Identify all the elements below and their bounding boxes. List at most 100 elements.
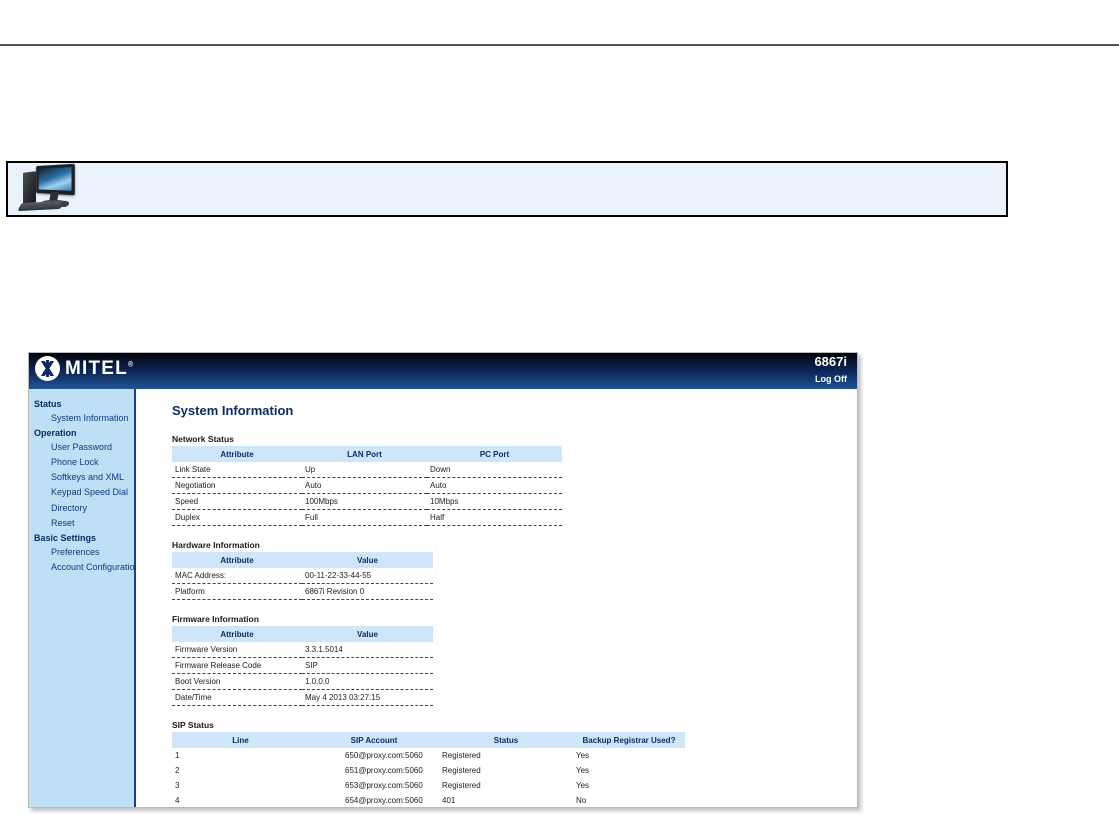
column-header-value: Value <box>302 552 433 568</box>
table-row: Duplex Full Half <box>172 509 562 526</box>
cell-line: 1 <box>175 751 180 760</box>
sidebar-item-directory[interactable]: Directory <box>51 502 88 513</box>
table-row: 2 651@proxy.com:5060 Registered Yes <box>172 763 685 778</box>
firmware-information-table: Attribute Value Firmware Version 3.3.1.5… <box>172 626 433 706</box>
table-row: Link State Up Down <box>172 462 562 478</box>
cell-attribute: Firmware Version <box>172 642 302 658</box>
model-label: 6867i <box>814 354 847 369</box>
table-row: Firmware Release Code SIP <box>172 657 433 674</box>
page-title: System Information <box>172 403 294 418</box>
cell-attribute: Date/Time <box>172 689 302 706</box>
cell-backup-registrar: Yes <box>576 766 590 775</box>
table-header-row: Attribute Value <box>172 626 433 642</box>
column-header-value: Value <box>302 626 433 642</box>
cell-backup-registrar: No <box>576 796 587 805</box>
cell-pc: Auto <box>427 477 562 494</box>
cell-attribute: Duplex <box>172 509 302 526</box>
table-header-row: Line SIP Account Status Backup Registrar… <box>172 732 685 748</box>
cell-value: 00-11-22-33-44-55 <box>302 568 433 584</box>
column-header-backup-registrar: Backup Registrar Used? <box>573 732 685 748</box>
table-row: Date/Time May 4 2013 03:27:15 <box>172 689 433 706</box>
section-title-network-status: Network Status <box>172 434 234 444</box>
cell-value: SIP <box>302 657 433 674</box>
cell-pc: Down <box>427 462 562 478</box>
sidebar-item-phone-lock[interactable]: Phone Lock <box>51 457 99 468</box>
sidebar-item-preferences[interactable]: Preferences <box>51 546 100 557</box>
mitel-logo: MITEL® <box>35 356 134 381</box>
sidebar-item-keypad-speed-dial[interactable]: Keypad Speed Dial <box>51 487 129 498</box>
section-title-hardware-information: Hardware Information <box>172 540 260 550</box>
sip-status-table: Line SIP Account Status Backup Registrar… <box>172 732 685 808</box>
table-row: 1 650@proxy.com:5060 Registered Yes <box>172 748 685 763</box>
column-header-lan-port: LAN Port <box>302 446 427 462</box>
column-header-attribute: Attribute <box>172 552 302 568</box>
column-header-attribute: Attribute <box>172 626 302 642</box>
cell-sip-account: 650@proxy.com:5060 <box>345 751 423 760</box>
table-row: Platform 6867i Revision 0 <box>172 583 433 600</box>
cell-pc: 10Mbps <box>427 493 562 510</box>
table-header-row: Attribute LAN Port PC Port <box>172 446 562 462</box>
table-row: Speed 100Mbps 10Mbps <box>172 493 562 510</box>
cell-lan: Auto <box>302 477 427 494</box>
cell-attribute: Link State <box>172 462 302 478</box>
brand-name: MITEL <box>65 357 128 379</box>
table-row: Boot Version 1.0.0.0 <box>172 673 433 690</box>
cell-status: Registered <box>442 766 481 775</box>
sidebar-item-softkeys-and-xml[interactable]: Softkeys and XML <box>51 472 125 483</box>
cell-sip-account: 651@proxy.com:5060 <box>345 766 423 775</box>
phone-web-ui-panel: MITEL® 6867i Log Off Status System Infor… <box>28 352 858 808</box>
cell-attribute: Firmware Release Code <box>172 657 302 674</box>
cell-sip-account: 653@proxy.com:5060 <box>345 781 423 790</box>
cell-lan: 100Mbps <box>302 493 427 510</box>
ui-body: Status System Information Operation User… <box>29 389 857 807</box>
network-status-table: Attribute LAN Port PC Port Link State Up… <box>172 446 562 526</box>
sidebar-item-user-password[interactable]: User Password <box>51 442 113 453</box>
cell-pc: Half <box>427 509 562 526</box>
cell-value: 6867i Revision 0 <box>302 583 433 600</box>
section-title-sip-status: SIP Status <box>172 720 214 730</box>
cell-line: 3 <box>175 781 180 790</box>
nav-group-basic-settings: Basic Settings <box>34 532 97 543</box>
ui-header: MITEL® 6867i Log Off <box>29 353 857 389</box>
cell-attribute: Boot Version <box>172 673 302 690</box>
section-title-firmware-information: Firmware Information <box>172 614 259 624</box>
column-header-status: Status <box>439 732 573 748</box>
computer-icon <box>16 159 82 221</box>
cell-backup-registrar: Yes <box>576 781 590 790</box>
cell-status: Registered <box>442 781 481 790</box>
column-header-pc-port: PC Port <box>427 446 562 462</box>
logoff-link[interactable]: Log Off <box>815 374 847 384</box>
sidebar-item-system-information[interactable]: System Information <box>51 413 129 424</box>
note-callout-box <box>6 161 1008 217</box>
nav-group-status: Status <box>34 399 62 409</box>
column-header-sip-account: SIP Account <box>309 732 439 748</box>
table-row: Negotiation Auto Auto <box>172 477 562 494</box>
sidebar-item-account-configuration[interactable]: Account Configuration <box>51 561 140 572</box>
mitel-logo-text: MITEL® <box>65 358 134 380</box>
cell-attribute: Negotiation <box>172 477 302 494</box>
cell-status: Registered <box>442 751 481 760</box>
table-row: 3 653@proxy.com:5060 Registered Yes <box>172 778 685 793</box>
table-header-row: Attribute Value <box>172 552 433 568</box>
cell-status: 401 <box>442 796 456 805</box>
cell-sip-account: 654@proxy.com:5060 <box>345 796 423 805</box>
cell-value: 1.0.0.0 <box>302 673 433 690</box>
mitel-logo-mark-icon <box>35 356 60 381</box>
cell-lan: Full <box>302 509 427 526</box>
table-row: 4 654@proxy.com:5060 401 No <box>172 793 685 808</box>
cell-value: 3.3.1.5014 <box>302 642 433 658</box>
cell-attribute: Platform <box>172 583 302 600</box>
cell-backup-registrar: Yes <box>576 751 590 760</box>
nav-group-operation: Operation <box>34 428 77 439</box>
sidebar-item-reset[interactable]: Reset <box>51 517 75 528</box>
cell-attribute: Speed <box>172 493 302 510</box>
table-row: Firmware Version 3.3.1.5014 <box>172 642 433 658</box>
column-header-attribute: Attribute <box>172 446 302 462</box>
cell-attribute: MAC Address: <box>172 568 302 584</box>
brand-trademark: ® <box>128 361 135 369</box>
cell-line: 2 <box>175 766 180 775</box>
cell-line: 4 <box>175 796 180 805</box>
hardware-information-table: Attribute Value MAC Address: 00-11-22-33… <box>172 552 433 600</box>
main-content: System Information Network Status Attrib… <box>136 389 857 807</box>
cell-lan: Up <box>302 462 427 478</box>
